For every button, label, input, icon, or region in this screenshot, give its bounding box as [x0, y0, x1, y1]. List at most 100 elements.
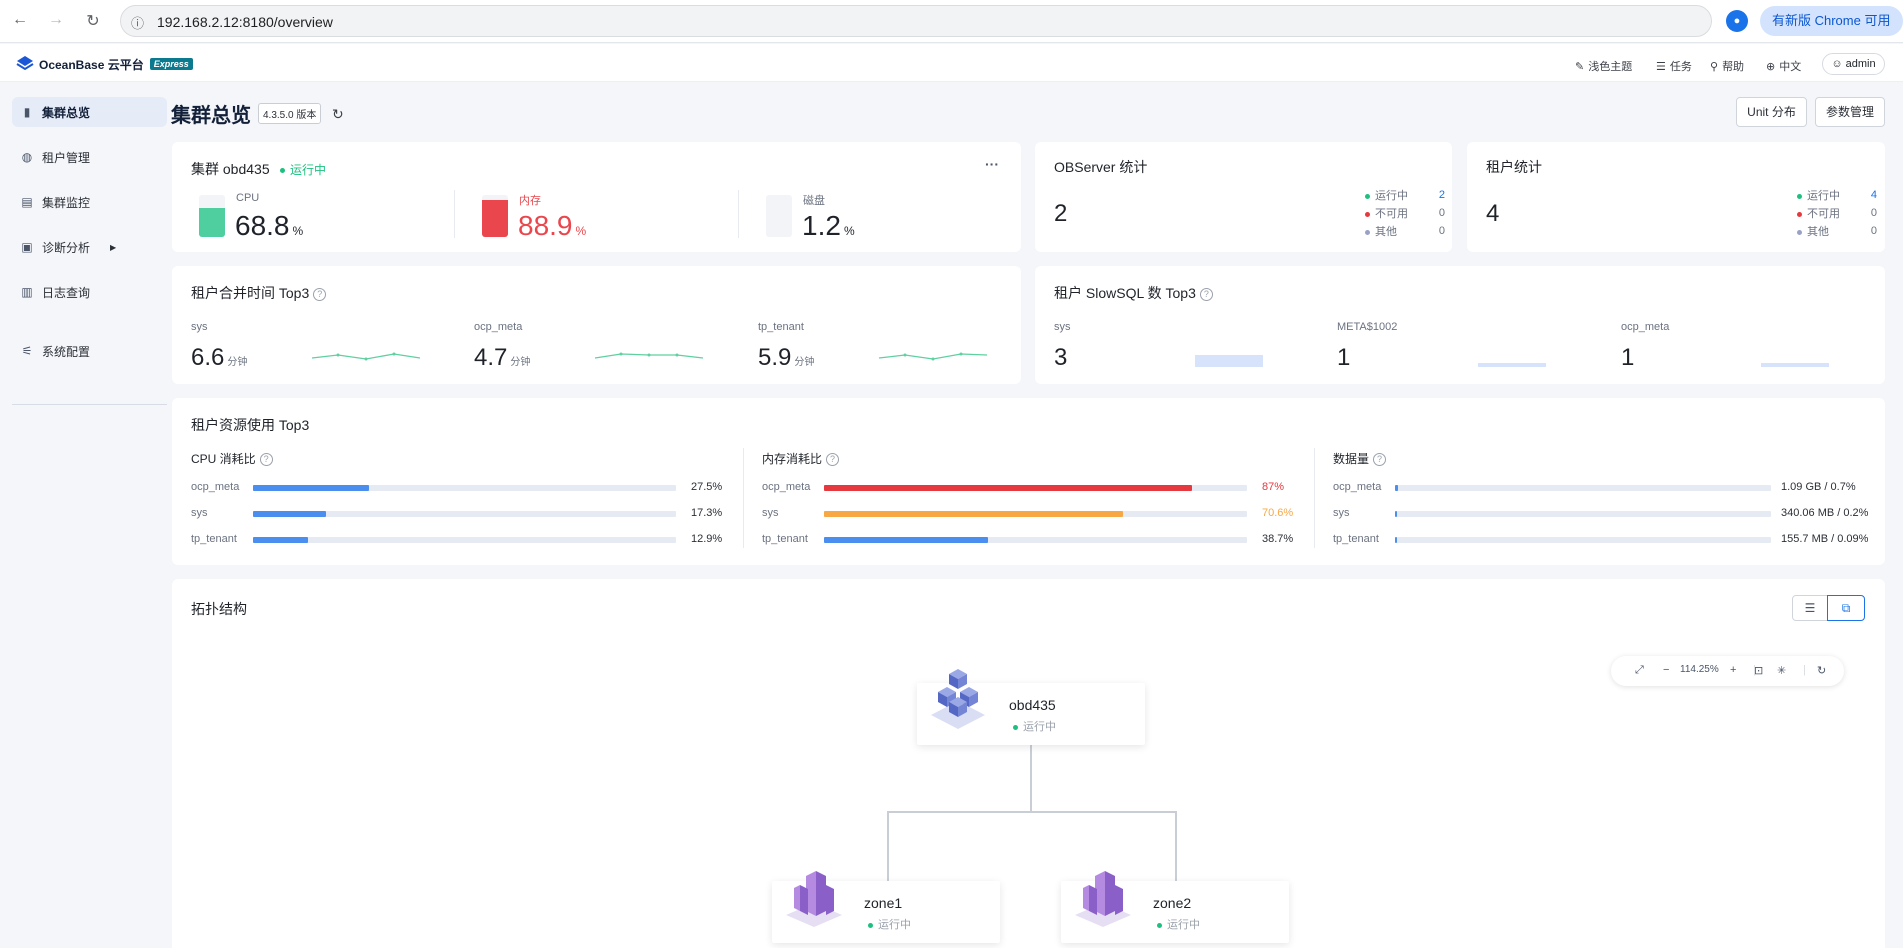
cluster-node[interactable]: obd435 运行中	[917, 669, 1145, 745]
zoom-level: 114.25%	[1680, 664, 1719, 675]
brand-logo[interactable]: OceanBase 云平台 Express	[16, 55, 193, 73]
sidebar-item-cluster-overview[interactable]: ▮ 集群总览	[12, 97, 167, 127]
reload-icon[interactable]: ↻	[86, 13, 100, 30]
list-view-toggle[interactable]: ☰	[1792, 595, 1828, 621]
bar-track	[824, 537, 1247, 543]
app-header: OceanBase 云平台 Express ✎ 浅色主题 ☰ 任务 ⚲ 帮助 ⊕ 中文 …	[0, 44, 1903, 82]
legend-value[interactable]: 2	[1438, 189, 1445, 201]
zone-node[interactable]: zone2 运行中	[1061, 871, 1289, 943]
help-icon[interactable]: ?	[313, 287, 327, 301]
legend-label: 运行中	[1807, 190, 1840, 202]
topology-view-toggle[interactable]: ⧉	[1827, 595, 1865, 621]
help-icon[interactable]: ?	[1199, 287, 1213, 301]
sidebar-item-diagnosis[interactable]: ▣ 诊断分析 ▶	[12, 232, 167, 262]
cpu-consumption-title: CPU 消耗比?	[191, 450, 273, 467]
cpu-value: 68.8%	[235, 210, 303, 242]
status-dot	[868, 922, 873, 928]
sidebar-item-cluster-monitoring[interactable]: ▤ 集群监控	[12, 187, 167, 217]
topology-edge	[1175, 811, 1177, 881]
slowsql-title-text: 租户 SlowSQL 数 Top3	[1054, 285, 1196, 301]
sliders-icon: ⚟	[21, 344, 33, 358]
disk-gauge	[766, 195, 792, 237]
bar-track	[253, 485, 676, 491]
tenant-icon: ◍	[21, 150, 33, 164]
legend-value: 0	[1438, 225, 1445, 237]
user-menu[interactable]: ☺ admin	[1822, 53, 1885, 75]
zone-node[interactable]: zone1 运行中	[772, 871, 1000, 943]
tenant-name: sys	[1333, 507, 1350, 519]
help-menu[interactable]: ⚲ 帮助	[1710, 58, 1744, 74]
help-icon[interactable]: ?	[826, 453, 840, 467]
tenant-name: ocp_meta	[1333, 481, 1382, 493]
bar-track	[253, 511, 676, 517]
cluster-card: 集群 obd435 运行中 ··· CPU 68.8% 内存 88.9% 磁盘 …	[172, 142, 1021, 252]
refresh-icon[interactable]: ↻	[332, 106, 344, 122]
sidebar-item-system-config[interactable]: ⚟ 系统配置	[12, 336, 167, 366]
memory-gauge-fill	[482, 199, 508, 237]
help-label: 帮助	[1722, 61, 1745, 73]
zoom-out-icon[interactable]: −	[1663, 664, 1670, 676]
resource-title: 租户资源使用 Top3	[191, 417, 310, 433]
help-icon[interactable]: ?	[1373, 453, 1387, 467]
oceanbase-logo-icon	[16, 56, 34, 71]
memory-value-number: 88.9	[518, 210, 573, 241]
forward-icon[interactable]: →	[48, 11, 64, 28]
merge-sparkline	[594, 352, 704, 359]
globe-icon: ⊕	[1766, 60, 1776, 73]
slowsql-tenant-value: 1	[1337, 344, 1351, 371]
legend-unavailable: 不可用 0	[1797, 204, 1877, 222]
disk-value: 1.2%	[802, 210, 855, 242]
address-bar[interactable]: ⓘ 192.168.2.12:8180/overview	[120, 5, 1712, 37]
parameter-management-button[interactable]: 参数管理	[1815, 97, 1885, 127]
tenant-stats-card: 租户统计 4 运行中 4 不可用 0 其他 0	[1467, 142, 1885, 252]
reset-icon[interactable]: ↻	[1817, 665, 1827, 677]
profile-icon[interactable]: ●	[1726, 10, 1748, 32]
merge-value-unit: 分钟	[227, 357, 248, 368]
tasks-menu[interactable]: ☰ 任务	[1656, 58, 1692, 74]
help-icon[interactable]: ?	[259, 453, 273, 467]
bar-fill	[1395, 537, 1397, 543]
sidebar-item-log-query[interactable]: ▥ 日志查询	[12, 277, 167, 307]
slowsql-minibar	[1761, 363, 1829, 367]
auto-layout-icon[interactable]: ✳	[1777, 665, 1787, 677]
resource-row: tp_tenant 38.7%	[762, 533, 1317, 547]
tenant-legend: 运行中 4 不可用 0 其他 0	[1797, 186, 1877, 240]
fullscreen-icon[interactable]: ⤢	[1635, 664, 1644, 676]
tenant-name: sys	[191, 507, 208, 519]
list-icon: ☰	[1656, 60, 1666, 73]
sidebar-item-label: 系统配置	[42, 344, 91, 359]
resource-row: tp_tenant 155.7 MB / 0.09%	[1333, 533, 1873, 547]
update-chrome-button[interactable]: 有新版 Chrome 可用 ⋮	[1760, 6, 1903, 58]
cpu-gauge-fill	[199, 208, 225, 237]
topology-view-icon: ⧉	[1841, 601, 1851, 615]
slowsql-tenant-name: sys	[1054, 321, 1071, 333]
edition-badge: Express	[149, 58, 193, 70]
language-switch[interactable]: ⊕ 中文	[1766, 58, 1801, 74]
divider	[743, 448, 744, 548]
legend-label: 其他	[1375, 226, 1397, 238]
back-icon[interactable]: ←	[12, 11, 28, 28]
bar-value: 155.7 MB / 0.09%	[1781, 533, 1869, 545]
fit-view-icon[interactable]: ⊡	[1754, 665, 1764, 677]
bar-value: 1.09 GB / 0.7%	[1781, 481, 1856, 493]
legend-label: 不可用	[1375, 208, 1408, 220]
topology-edge	[887, 811, 1177, 813]
more-icon[interactable]: ···	[985, 156, 999, 172]
legend-label: 运行中	[1375, 190, 1408, 202]
bar-fill	[253, 511, 327, 517]
legend-other: 其他 0	[1797, 222, 1877, 240]
toolbar-divider: |	[1803, 664, 1806, 676]
zone-node-name: zone1	[864, 895, 903, 911]
cluster-title: 集群 obd435	[191, 161, 270, 177]
sidebar-item-tenant-management[interactable]: ◍ 租户管理	[12, 142, 167, 172]
site-info-icon[interactable]: ⓘ	[131, 16, 145, 31]
legend-value[interactable]: 4	[1870, 189, 1877, 201]
theme-switch[interactable]: ✎ 浅色主题	[1575, 58, 1632, 74]
zoom-in-icon[interactable]: +	[1730, 664, 1737, 676]
unit-distribution-button[interactable]: Unit 分布	[1736, 97, 1807, 127]
slowsql-minibar	[1195, 355, 1263, 367]
theme-label: 浅色主题	[1588, 61, 1633, 73]
sidebar: ▮ 集群总览 ◍ 租户管理 ▤ 集群监控 ▣ 诊断分析 ▶ ▥ 日志查询 ⚟ 系统配置	[0, 83, 167, 948]
cluster-node-status: 运行中	[1013, 718, 1056, 734]
disk-label: 磁盘	[803, 195, 825, 207]
